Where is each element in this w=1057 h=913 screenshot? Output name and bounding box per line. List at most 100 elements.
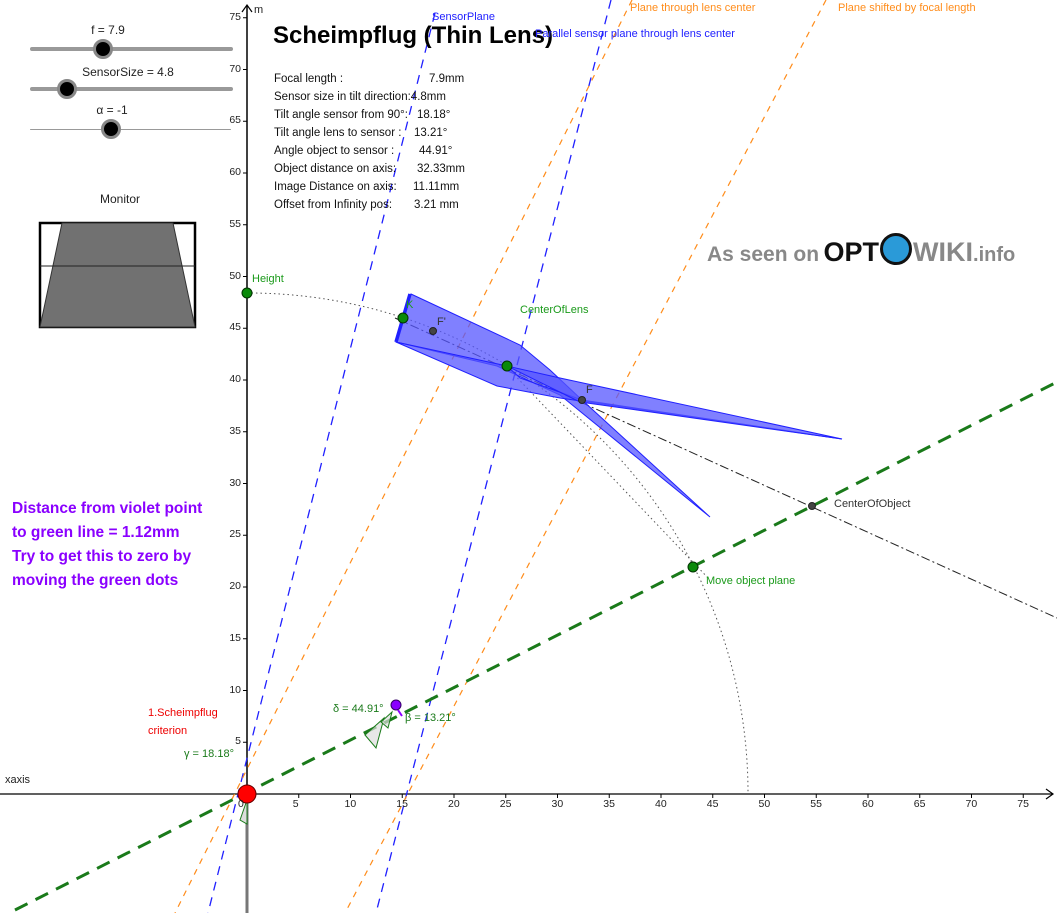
center-of-object-point — [808, 502, 816, 510]
slider-sensorsize-knob[interactable] — [57, 79, 77, 99]
height-point[interactable] — [241, 287, 253, 299]
info-row-image-distance: Image Distance on axis: 11.11mm — [274, 181, 460, 193]
logo-brand-wiki: WIKI — [913, 237, 974, 267]
logo-prefix: As seen on — [707, 243, 820, 266]
sensor-plane-line — [207, 12, 436, 913]
angle-markers — [239, 710, 393, 825]
x-tick-label: 10 — [344, 798, 357, 810]
plane-shifted-line — [344, 0, 827, 913]
info-row-sensor-size: Sensor size in tilt direction:4.8mm — [274, 91, 446, 103]
sensor-plane-line-lower — [168, 703, 397, 913]
slider-f-track[interactable] — [30, 47, 233, 51]
message-line-4: moving the green dots — [12, 572, 179, 589]
slider-sensorsize-track[interactable] — [30, 87, 233, 91]
center-of-lens-point[interactable] — [501, 360, 513, 372]
origin-red-point[interactable] — [237, 784, 257, 804]
gamma-angle-label: γ = 18.18° — [184, 748, 234, 760]
y-tick-label: 15 — [229, 631, 241, 644]
x-tick-label: 5 — [292, 798, 299, 810]
info-row-angle-object: Angle object to sensor :44.91° — [274, 145, 453, 157]
center-of-lens-label: CenterOfLens — [520, 304, 589, 316]
parallel-plane-label: Parallel sensor plane through lens cente… — [535, 28, 735, 40]
plane-lens-center-label: Plane through lens center — [630, 2, 756, 14]
y-tick-label: 55 — [229, 217, 241, 230]
points[interactable] — [237, 287, 816, 804]
page-title: Scheimpflug (Thin Lens) — [273, 22, 553, 49]
message-line-2: to green line = 1.12mm — [12, 524, 180, 541]
slider-alpha-knob[interactable] — [101, 119, 121, 139]
criterion-label-2: criterion — [148, 725, 188, 737]
x-tick-label: 70 — [965, 798, 978, 810]
info-row-object-distance: Object distance on axis: 32.33mm — [274, 163, 465, 175]
y-tick-label: 40 — [229, 373, 241, 385]
lens-ray-bundle — [395, 293, 843, 518]
height-label: Height — [252, 273, 284, 285]
x-tick-label: 25 — [499, 798, 512, 810]
k-point[interactable] — [397, 312, 409, 324]
delta-angle-label: δ = 44.91° — [333, 703, 384, 715]
violet-point[interactable] — [390, 699, 402, 711]
x-tick-label: 65 — [913, 798, 926, 810]
x-tick-label: 20 — [448, 798, 460, 810]
xaxis-label: xaxis — [5, 774, 31, 786]
y-tick-label: 35 — [229, 424, 241, 437]
y-tick-label: 50 — [229, 269, 241, 282]
slider-f-knob[interactable] — [93, 39, 113, 59]
y-tick-label: 5 — [235, 735, 241, 748]
distance-message: Distance from violet point to green line… — [12, 497, 202, 593]
slider-alpha-track[interactable] — [30, 129, 231, 130]
move-object-plane-label: Move object plane — [706, 575, 796, 587]
x-tick-label: 45 — [706, 798, 719, 810]
yaxis-label: m — [254, 4, 264, 16]
monitor-preview — [38, 221, 197, 329]
info-row-tilt-sensor: Tilt angle sensor from 90°: 18.18° — [274, 109, 451, 121]
slider-sensorsize-label: SensorSize = 4.8 — [82, 65, 174, 79]
object-plane-line — [14, 380, 1057, 912]
y-tick-label: 25 — [229, 528, 241, 541]
k-label: K — [406, 299, 414, 311]
message-line-3: Try to get this to zero by — [12, 548, 192, 565]
criterion-label-1: 1.Scheimpflug — [148, 707, 218, 719]
info-row-tilt-lens: Tilt angle lens to sensor :13.21° — [274, 127, 448, 139]
x-tick-label: 55 — [810, 798, 822, 810]
f-point — [578, 396, 586, 404]
x-tick-label: 30 — [551, 798, 564, 810]
y-tick-label: 20 — [229, 580, 241, 592]
message-line-1: Distance from violet point — [12, 500, 203, 517]
x-tick-label: 40 — [655, 798, 667, 810]
x-tick-label: 15 — [396, 798, 408, 810]
y-tick-label: 65 — [229, 114, 241, 127]
f-prime-label: F' — [437, 316, 446, 328]
plane-shifted-label: Plane shifted by focal length — [838, 2, 976, 14]
x-tick-label: 60 — [862, 798, 874, 810]
y-tick-label: 10 — [229, 683, 241, 696]
logo-brand-opt: OPT — [823, 237, 880, 267]
y-tick-label: 70 — [229, 62, 241, 75]
move-object-plane-point[interactable] — [687, 561, 699, 573]
x-tick-label: 50 — [758, 798, 771, 810]
center-of-object-label: CenterOfObject — [834, 498, 911, 510]
y-tick-label: 75 — [229, 10, 241, 23]
axes — [0, 3, 1055, 913]
y-tick-label: 45 — [229, 321, 241, 334]
slider-f-label: f = 7.9 — [91, 23, 125, 37]
optowiki-logo: As seen on OPT WIKI.info — [707, 233, 1015, 268]
plane-lens-center-line — [174, 0, 633, 913]
lightbulb-icon — [880, 233, 913, 265]
x-tick-label: 35 — [603, 798, 615, 810]
logo-suffix: .info — [973, 244, 1016, 266]
info-row-focal-length: Focal length :7.9mm — [274, 73, 465, 85]
y-tick-label: 60 — [229, 166, 241, 178]
x-tick-label: 0 — [238, 798, 244, 810]
f-label: F — [586, 384, 593, 396]
sensor-plane-label: SensorPlane — [432, 11, 495, 23]
slider-alpha-label: α = -1 — [96, 103, 128, 117]
x-tick-label: 75 — [1017, 798, 1029, 810]
beta-angle-label: β = 13.21° — [405, 712, 456, 724]
monitor-label: Monitor — [100, 192, 141, 206]
info-row-offset: Offset from Infinity pos: 3.21 mm — [274, 199, 459, 211]
f-prime-point — [429, 327, 437, 335]
y-tick-label: 30 — [229, 476, 241, 489]
parallel-sensor-plane-line — [375, 0, 612, 913]
